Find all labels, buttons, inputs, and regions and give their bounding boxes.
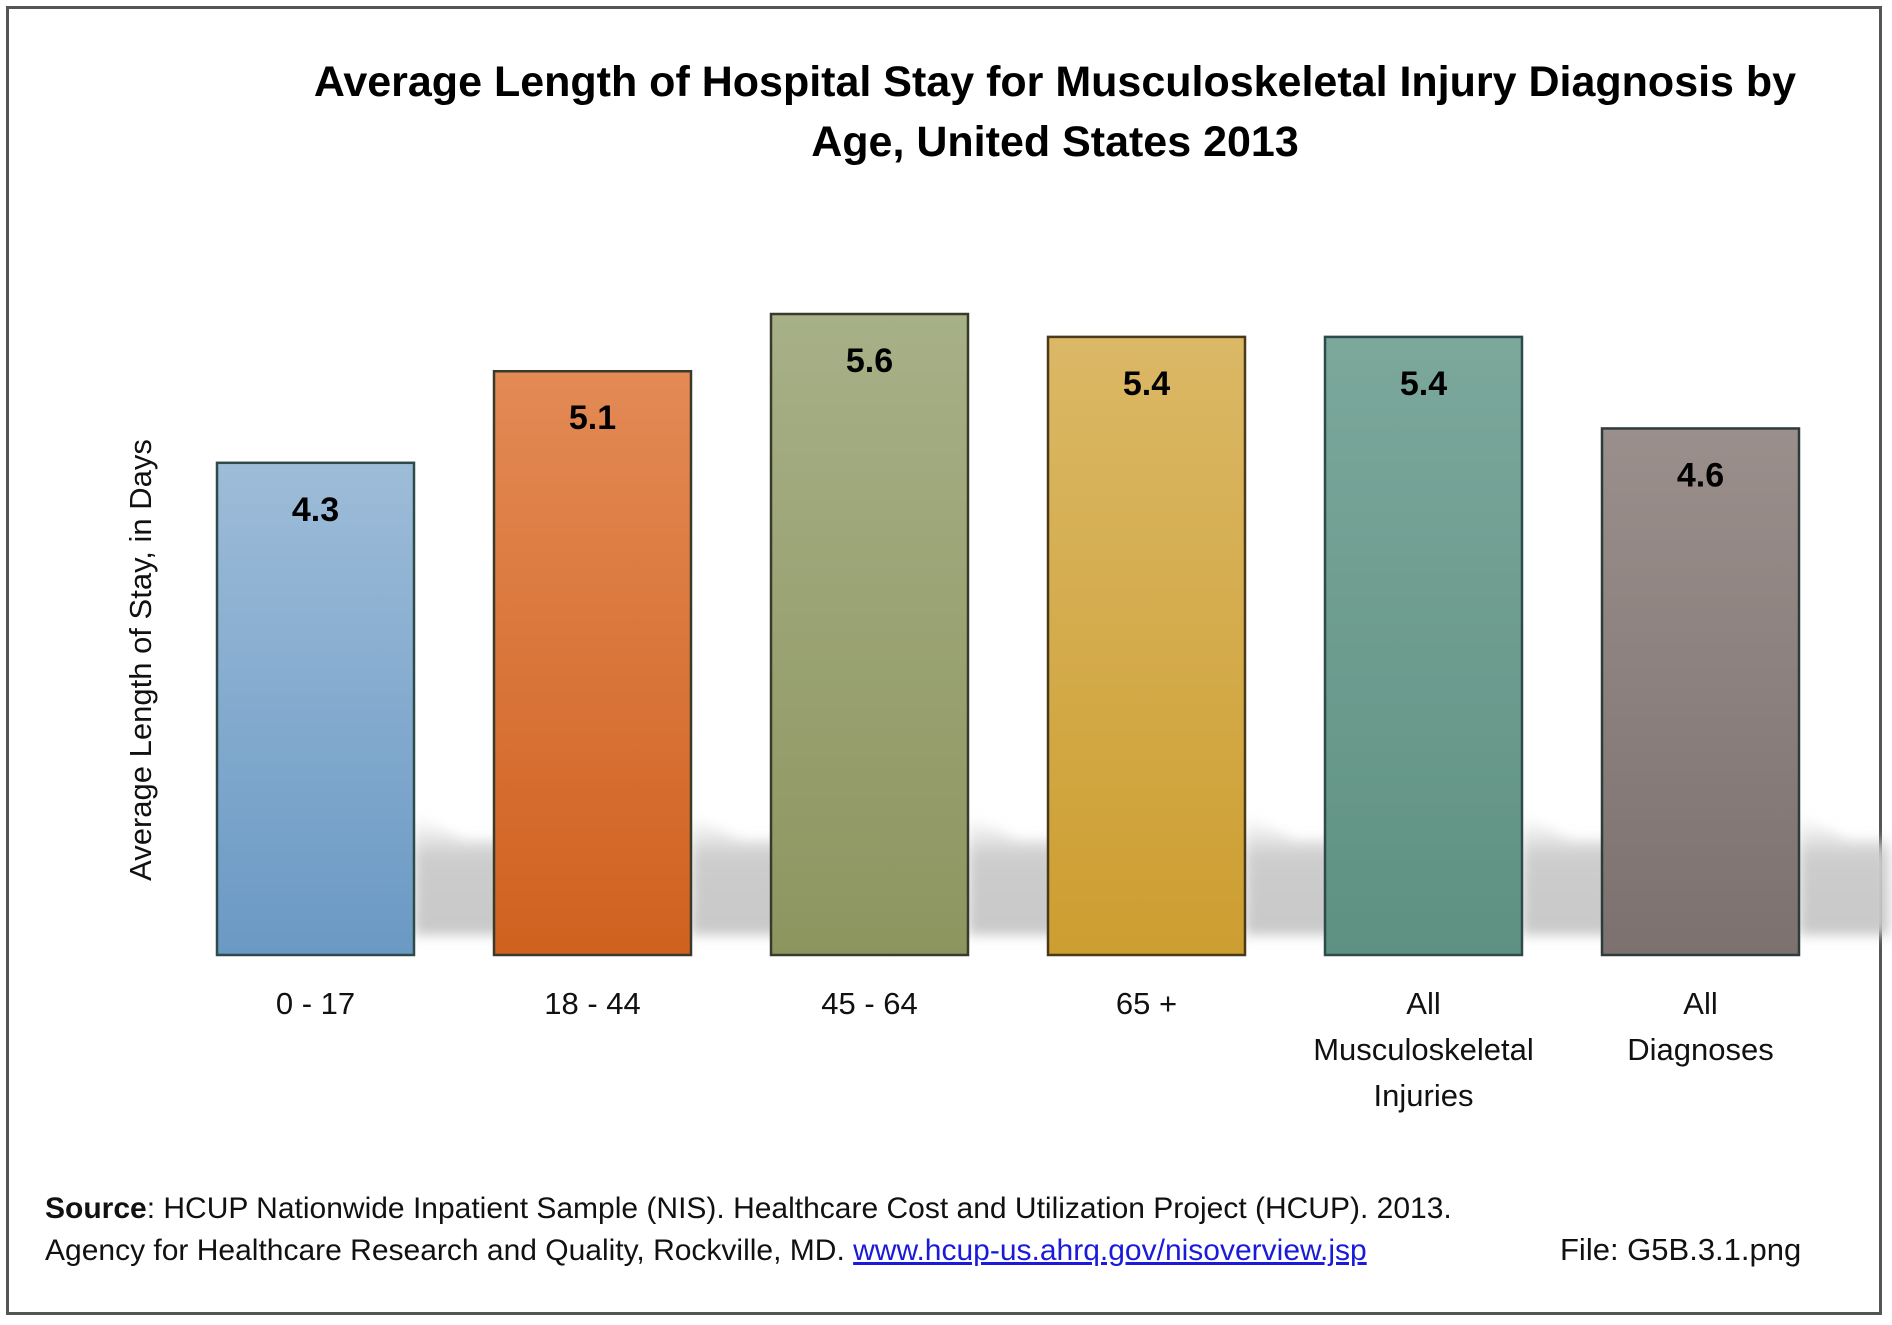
- bar-shadow: [1245, 815, 1335, 935]
- source-note: Source: HCUP Nationwide Inpatient Sample…: [45, 1188, 1452, 1272]
- bar-shadow: [414, 815, 504, 935]
- bar-shadow: [968, 815, 1058, 935]
- data-label: 5.4: [1400, 365, 1447, 403]
- source-label: Source: [45, 1192, 147, 1225]
- x-tick-label-line: Musculoskeletal: [1313, 1032, 1534, 1067]
- x-tick-label-line: All: [1406, 986, 1440, 1021]
- x-tick-label-line: 45 - 64: [821, 986, 918, 1021]
- chart-title: Average Length of Hospital Stay for Musc…: [300, 52, 1810, 172]
- x-tick-label: 0 - 17: [276, 986, 355, 1021]
- x-tick-labels: 0 - 17 18 - 44 45 - 64 65 + All Musculoskelet…: [276, 986, 1774, 1113]
- x-tick-label: All Diagnoses: [1627, 986, 1773, 1067]
- data-label: 4.3: [292, 491, 339, 529]
- x-tick-label: 65 +: [1116, 986, 1177, 1021]
- source-line-1: Source: HCUP Nationwide Inpatient Sample…: [45, 1188, 1452, 1230]
- bar: [1600, 427, 1801, 957]
- x-tick-label-line: 65 +: [1116, 986, 1177, 1021]
- x-tick-label-line: Diagnoses: [1627, 1032, 1773, 1067]
- bar: [1323, 335, 1524, 957]
- chart-title-line-1: Average Length of Hospital Stay for Musc…: [313, 58, 1797, 106]
- x-tick-label: 45 - 64: [821, 986, 918, 1021]
- bar-shadow: [691, 815, 781, 935]
- source-line-1-text: : HCUP Nationwide Inpatient Sample (NIS)…: [146, 1192, 1452, 1225]
- y-axis-label: Average Length of Stay, in Days: [123, 439, 158, 881]
- bar-shadow: [1799, 815, 1889, 935]
- data-label: 5.4: [1123, 365, 1170, 403]
- bars: [215, 312, 1801, 957]
- x-tick-label-line: Injuries: [1374, 1078, 1474, 1113]
- data-label: 4.6: [1677, 456, 1724, 494]
- x-tick-label: 18 - 44: [544, 986, 641, 1021]
- data-label: 5.1: [569, 399, 616, 437]
- data-labels: 4.3 5.1 5.6 5.4 5.4 4.6: [292, 342, 1724, 529]
- data-label: 5.6: [846, 342, 893, 380]
- file-label: File: G5B.3.1.png: [1560, 1232, 1802, 1267]
- x-tick-label-line: 18 - 44: [544, 986, 641, 1021]
- x-tick-label-line: 0 - 17: [276, 986, 355, 1021]
- chart-title-line-2: Age, United States 2013: [811, 118, 1299, 166]
- bar: [1046, 335, 1247, 957]
- bar-shadow: [1522, 815, 1612, 935]
- source-line-2-text: Agency for Healthcare Research and Quali…: [45, 1234, 854, 1267]
- x-tick-label: All Musculoskeletal Injuries: [1313, 986, 1534, 1113]
- bar: [769, 312, 970, 957]
- bar: [215, 461, 416, 957]
- x-tick-label-line: All: [1683, 986, 1717, 1021]
- source-line-2: Agency for Healthcare Research and Quali…: [45, 1230, 1452, 1272]
- bar: [492, 369, 693, 957]
- source-link[interactable]: www.hcup-us.ahrq.gov/nisoverview.jsp: [853, 1234, 1367, 1267]
- bar-shadows: [414, 815, 1889, 935]
